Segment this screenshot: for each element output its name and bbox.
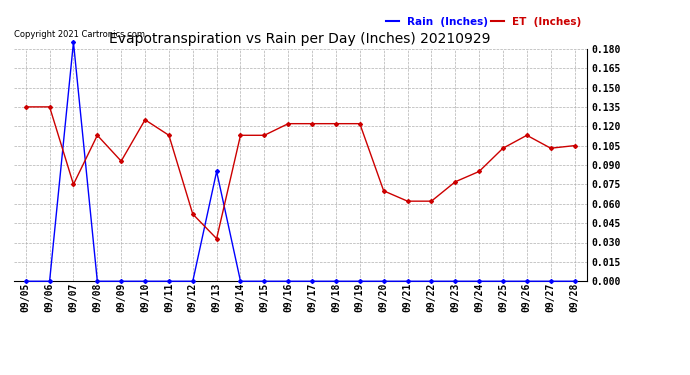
Legend: Rain  (Inches), ET  (Inches): Rain (Inches), ET (Inches) — [386, 17, 581, 27]
Text: Copyright 2021 Cartronics.com: Copyright 2021 Cartronics.com — [14, 30, 145, 39]
Title: Evapotranspiration vs Rain per Day (Inches) 20210929: Evapotranspiration vs Rain per Day (Inch… — [110, 32, 491, 46]
